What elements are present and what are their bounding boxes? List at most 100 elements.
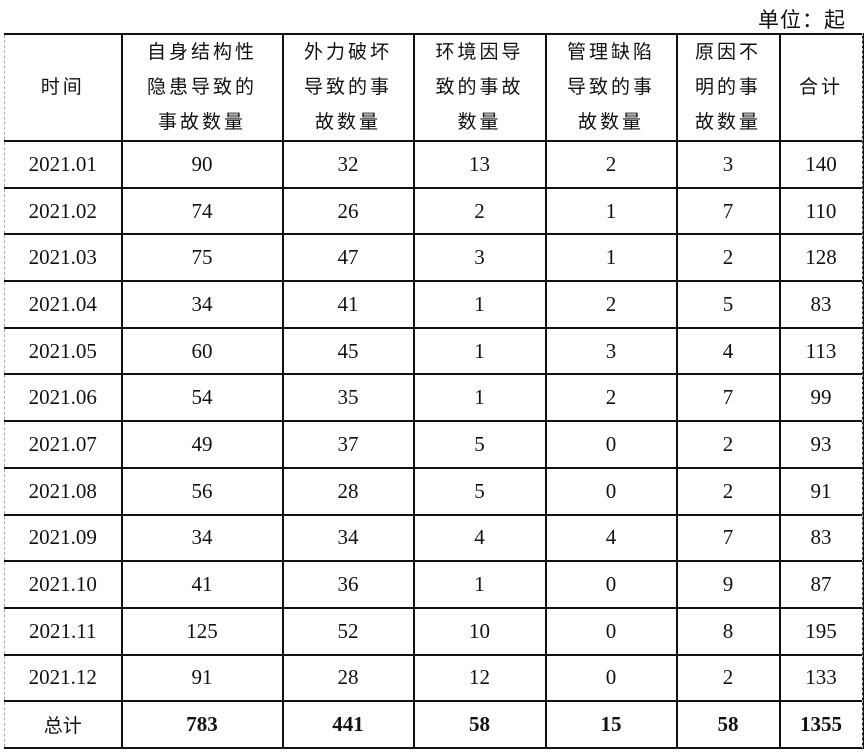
cell-environment: 1 (412, 326, 547, 376)
cell-time: 2021.02 (4, 186, 123, 236)
cell-environment: 1 (412, 560, 547, 609)
column-header-line: 数量 (457, 111, 502, 133)
cell-external-damage: 32 (281, 140, 415, 189)
cell-management-defect: 1 (544, 233, 678, 283)
column-header-environment: 环境因导 致的事故 数量 (412, 33, 547, 142)
column-header-structural-defect: 自身结构性隐患导致的事故数量 (120, 33, 284, 142)
cell-unknown-cause: 7 (675, 373, 781, 423)
cell-environment: 3 (412, 233, 547, 283)
cell-structural-defect: 49 (120, 420, 284, 469)
cell-external-damage: 47 (281, 233, 415, 283)
column-header-unknown-cause: 原因不 明的事 故数量 (675, 33, 781, 142)
table-row: 2021.01 90 32 13 2 3 140 (4, 140, 864, 189)
unit-label: 单位：起 (758, 8, 846, 32)
cell-unknown-cause: 9 (675, 560, 781, 609)
cell-external-damage: 52 (281, 606, 415, 656)
cell-total: 91 (778, 466, 864, 516)
cell-external-damage: 26 (281, 186, 415, 236)
cell-time: 2021.03 (4, 233, 123, 283)
table-row: 2021.02 74 26 2 1 7 110 (4, 186, 864, 236)
cell-structural-defect: 91 (120, 653, 284, 703)
table-row: 2021.07 49 37 5 0 2 93 (4, 420, 864, 469)
column-header-line: 原因不 (694, 41, 761, 63)
column-header-line: 故数量 (314, 111, 381, 133)
cell-environment: 1 (412, 373, 547, 423)
column-header-line: 自身结构性 (146, 41, 257, 63)
cell-management-defect: 1 (544, 186, 678, 236)
table-row: 2021.04 34 41 1 2 5 83 (4, 280, 864, 329)
cell-management-defect: 4 (544, 513, 678, 563)
cell-time: 2021.08 (4, 466, 123, 516)
table-row: 2021.06 54 35 1 2 7 99 (4, 373, 864, 423)
cell-external-damage: 28 (281, 653, 415, 703)
cell-environment: 13 (412, 140, 547, 189)
cell-management-defect: 0 (544, 420, 678, 469)
column-header-total: 合计 (778, 33, 864, 142)
cell-management-defect: 0 (544, 653, 678, 703)
column-header-line: 导致的事 (303, 76, 392, 98)
cell-time: 2021.09 (4, 513, 123, 563)
cell-unknown-cause: 2 (675, 466, 781, 516)
cell-total: 87 (778, 560, 864, 609)
cell-time: 2021.05 (4, 326, 123, 376)
column-header-line: 时间 (40, 76, 85, 98)
column-header-line: 隐患导致的 (146, 76, 257, 98)
column-header-external-damage: 外力破坏导致的事故数量 (281, 33, 415, 142)
cell-external-damage: 28 (281, 466, 415, 516)
cell-external-damage: 41 (281, 280, 415, 329)
column-header-line: 事故数量 (157, 111, 246, 133)
cell-structural-defect: 34 (120, 280, 284, 329)
cell-time: 2021.06 (4, 373, 123, 423)
total-cell-time: 总计 (4, 700, 123, 749)
cell-structural-defect: 41 (120, 560, 284, 609)
cell-total: 128 (778, 233, 864, 283)
cell-unknown-cause: 5 (675, 280, 781, 329)
cell-unknown-cause: 2 (675, 653, 781, 703)
total-cell-external-damage: 441 (281, 700, 415, 749)
cell-external-damage: 45 (281, 326, 415, 376)
total-cell-total: 1355 (778, 700, 864, 749)
column-header-line: 外力破坏 (303, 41, 392, 63)
cell-total: 83 (778, 513, 864, 563)
cell-unknown-cause: 2 (675, 420, 781, 469)
cell-environment: 10 (412, 606, 547, 656)
cell-unknown-cause: 4 (675, 326, 781, 376)
column-header-time: 时间 (4, 33, 123, 142)
total-cell-environment: 58 (412, 700, 547, 749)
total-cell-management-defect: 15 (544, 700, 678, 749)
cell-unknown-cause: 7 (675, 513, 781, 563)
column-header-line: 合计 (798, 76, 843, 98)
cell-management-defect: 0 (544, 560, 678, 609)
cell-time: 2021.04 (4, 280, 123, 329)
cell-management-defect: 0 (544, 466, 678, 516)
cell-environment: 2 (412, 186, 547, 236)
cell-total: 93 (778, 420, 864, 469)
cell-total: 99 (778, 373, 864, 423)
table-row: 2021.09 34 34 4 4 7 83 (4, 513, 864, 563)
cell-unknown-cause: 8 (675, 606, 781, 656)
cell-management-defect: 3 (544, 326, 678, 376)
cell-unknown-cause: 7 (675, 186, 781, 236)
cell-management-defect: 0 (544, 606, 678, 656)
cell-environment: 1 (412, 280, 547, 329)
cell-environment: 5 (412, 466, 547, 516)
cell-external-damage: 34 (281, 513, 415, 563)
column-header-management-defect: 管理缺陷 导致的事 故数量 (544, 33, 678, 142)
cell-total: 140 (778, 140, 864, 189)
cell-environment: 12 (412, 653, 547, 703)
cell-unknown-cause: 2 (675, 233, 781, 283)
cell-total: 110 (778, 186, 864, 236)
column-header-line: 致的事故 (435, 76, 524, 98)
cell-structural-defect: 74 (120, 186, 284, 236)
column-header-line: 管理缺陷 (566, 41, 655, 63)
column-header-line: 明的事 (694, 76, 761, 98)
cell-time: 2021.12 (4, 653, 123, 703)
cell-time: 2021.07 (4, 420, 123, 469)
cell-time: 2021.11 (4, 606, 123, 656)
cell-time: 2021.01 (4, 140, 123, 189)
cell-total: 195 (778, 606, 864, 656)
cell-unknown-cause: 3 (675, 140, 781, 189)
cell-management-defect: 2 (544, 140, 678, 189)
table-row: 2021.11 125 52 10 0 8 195 (4, 606, 864, 656)
cell-total: 113 (778, 326, 864, 376)
